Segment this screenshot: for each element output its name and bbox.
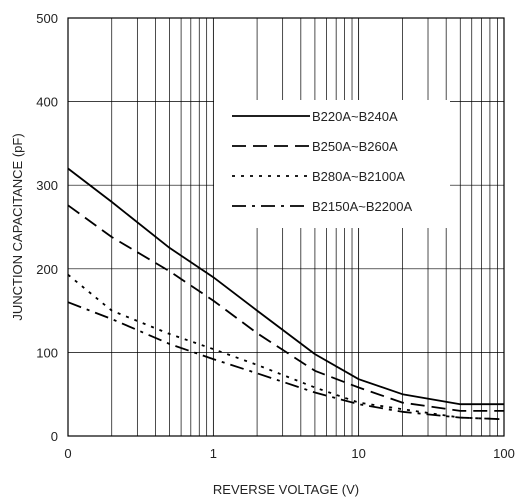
y-tick-labels: 0 100 200 300 400 500 [36, 11, 58, 444]
x-tick-label: 0 [64, 446, 71, 461]
series-line-4 [67, 301, 505, 421]
y-axis-label: JUNCTION CAPACITANCE (pF) [10, 133, 25, 320]
x-tick-label: 1 [210, 446, 217, 461]
legend: B220A~B240A B250A~B260A B280A~B2100A B2150A… [214, 100, 450, 228]
legend-label: B280A~B2100A [312, 169, 405, 184]
legend-label: B2150A~B2200A [312, 199, 412, 214]
series-line-2 [67, 204, 504, 412]
x-tick-label: 100 [493, 446, 515, 461]
x-tick-labels: 0 1 10 100 [64, 446, 514, 461]
x-tick-label: 10 [351, 446, 365, 461]
legend-label: B250A~B260A [312, 139, 398, 154]
y-tick-label: 300 [36, 178, 58, 193]
y-tick-label: 200 [36, 262, 58, 277]
x-axis-label: REVERSE VOLTAGE (V) [213, 482, 359, 497]
y-tick-label: 400 [36, 95, 58, 110]
series-line-1 [67, 167, 504, 406]
series-lines [67, 167, 505, 421]
y-tick-label: 0 [51, 429, 58, 444]
legend-label: B220A~B240A [312, 109, 398, 124]
y-tick-label: 100 [36, 345, 58, 360]
plot-frame [67, 17, 505, 437]
y-tick-label: 500 [36, 11, 58, 26]
